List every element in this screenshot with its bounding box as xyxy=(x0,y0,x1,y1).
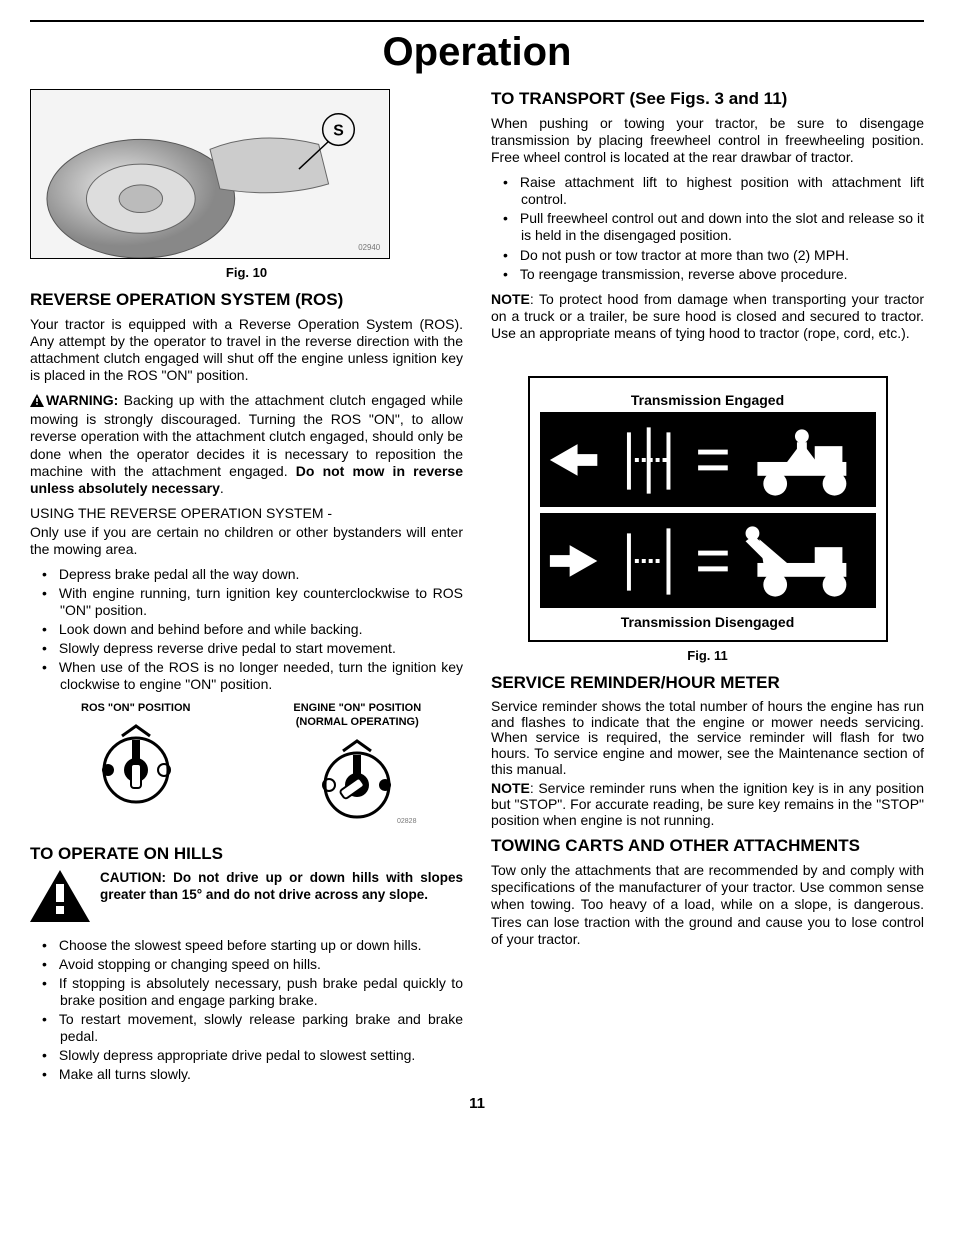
hills-heading: TO OPERATE ON HILLS xyxy=(30,844,463,864)
note-label: NOTE xyxy=(491,780,530,796)
ignition-ros-on-icon xyxy=(76,720,196,810)
list-item: Look down and behind before and while ba… xyxy=(30,621,463,638)
list-item: Avoid stopping or changing speed on hill… xyxy=(30,956,463,973)
left-column: S 02940 Fig. 10 REVERSE OPERATION SYSTEM… xyxy=(30,89,463,1091)
page-number: 11 xyxy=(30,1095,924,1112)
hills-steps-list: Choose the slowest speed before starting… xyxy=(30,937,463,1084)
page-title: Operation xyxy=(30,30,924,75)
fig11-top-panel xyxy=(540,412,876,507)
ros-heading: REVERSE OPERATION SYSTEM (ROS) xyxy=(30,290,463,310)
ros-paragraph-1: Your tractor is equipped with a Reverse … xyxy=(30,316,463,384)
fig11-caption: Fig. 11 xyxy=(491,648,924,663)
ros-on-label: ROS "ON" POSITION xyxy=(30,702,242,715)
right-column: TO TRANSPORT (See Figs. 3 and 11) When p… xyxy=(491,89,924,1091)
list-item: When use of the ROS is no longer needed,… xyxy=(30,659,463,693)
fig11-bottom-label: Transmission Disengaged xyxy=(540,614,876,630)
ros-using-head: USING THE REVERSE OPERATION SYSTEM - xyxy=(30,505,463,522)
transmission-engaged-icon xyxy=(540,412,876,507)
list-item: Do not push or tow tractor at more than … xyxy=(491,247,924,264)
engine-on-label-2: (NORMAL OPERATING) xyxy=(252,716,464,729)
transport-steps-list: Raise attachment lift to highest positio… xyxy=(491,174,924,282)
list-item: Make all turns slowly. xyxy=(30,1066,463,1083)
two-column-layout: S 02940 Fig. 10 REVERSE OPERATION SYSTEM… xyxy=(30,89,924,1091)
svg-text:02828: 02828 xyxy=(397,818,417,825)
top-rule xyxy=(30,20,924,22)
engine-on-label-1: ENGINE "ON" POSITION xyxy=(252,702,464,715)
note-label: NOTE xyxy=(491,291,530,307)
fig11-frame: Transmission Engaged xyxy=(528,376,888,642)
engine-on-cell: ENGINE "ON" POSITION (NORMAL OPERATING) … xyxy=(252,702,464,830)
fig10-caption: Fig. 10 xyxy=(30,265,463,280)
ignition-engine-on-icon: 02828 xyxy=(297,735,417,825)
list-item: Slowly depress appropriate drive pedal t… xyxy=(30,1047,463,1064)
ros-warning: WARNING: Backing up with the attachment … xyxy=(30,392,463,496)
figure-11: Transmission Engaged xyxy=(528,376,888,642)
towing-heading: TOWING CARTS AND OTHER ATTACHMENTS xyxy=(491,836,924,856)
caution-icon xyxy=(30,870,90,927)
fig11-top-label: Transmission Engaged xyxy=(540,392,876,408)
list-item: Choose the slowest speed before starting… xyxy=(30,937,463,954)
fig10-callout-letter: S xyxy=(333,122,344,139)
list-item: Depress brake pedal all the way down. xyxy=(30,566,463,583)
transport-paragraph: When pushing or towing your tractor, be … xyxy=(491,115,924,166)
list-item: Pull freewheel control out and down into… xyxy=(491,210,924,244)
ignition-key-diagram-row: ROS "ON" POSITION ENGINE "ON" POSITION (… xyxy=(30,702,463,830)
towing-paragraph: Tow only the attachments that are recomm… xyxy=(491,862,924,947)
list-item: With engine running, turn ignition key c… xyxy=(30,585,463,619)
ros-steps-list: Depress brake pedal all the way down. Wi… xyxy=(30,566,463,694)
note-body: : To protect hood from damage when trans… xyxy=(491,291,924,341)
hills-caution-box: CAUTION: Do not drive up or down hills w… xyxy=(30,870,463,927)
service-note: NOTE: Service reminder runs when the ign… xyxy=(491,781,924,828)
fig11-bottom-panel xyxy=(540,513,876,608)
service-heading: SERVICE REMINDER/HOUR METER xyxy=(491,673,924,693)
warning-label: WARNING: xyxy=(46,392,118,408)
ros-using-para: Only use if you are certain no children … xyxy=(30,524,463,558)
transport-heading: TO TRANSPORT (See Figs. 3 and 11) xyxy=(491,89,924,109)
hills-caution-text: CAUTION: Do not drive up or down hills w… xyxy=(100,870,463,904)
tractor-wheel-illustration: S 02940 xyxy=(31,90,389,258)
list-item: Slowly depress reverse drive pedal to st… xyxy=(30,640,463,657)
list-item: To reengage transmission, reverse above … xyxy=(491,266,924,283)
transmission-disengaged-icon xyxy=(540,513,876,608)
ros-on-cell: ROS "ON" POSITION xyxy=(30,702,242,830)
warning-icon xyxy=(30,394,44,411)
transport-note: NOTE: To protect hood from damage when t… xyxy=(491,291,924,342)
list-item: Raise attachment lift to highest positio… xyxy=(491,174,924,208)
note-body: : Service reminder runs when the ignitio… xyxy=(491,780,924,827)
service-paragraph: Service reminder shows the total number … xyxy=(491,699,924,777)
list-item: To restart movement, slowly release park… xyxy=(30,1011,463,1045)
list-item: If stopping is absolutely necessary, pus… xyxy=(30,975,463,1009)
figure-10: S 02940 xyxy=(30,89,390,259)
svg-text:02940: 02940 xyxy=(358,243,381,252)
